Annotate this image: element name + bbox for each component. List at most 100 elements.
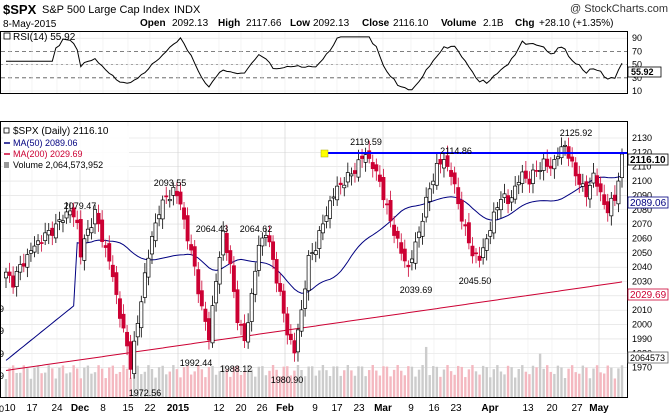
- volume-bar: [275, 369, 278, 397]
- volume-bar: [602, 373, 606, 397]
- candle-body: [78, 219, 83, 258]
- candle-body: [466, 222, 471, 244]
- volume-bar: [353, 375, 357, 397]
- volume-bar: [200, 369, 204, 397]
- volume-bar: [382, 366, 385, 397]
- candle-body: [598, 183, 603, 193]
- volume-bar: [8, 368, 11, 397]
- candle-body: [463, 224, 468, 227]
- chart-date: 8-May-2015: [3, 19, 57, 30]
- x-tick-label: 17: [331, 403, 343, 414]
- candle-body: [53, 223, 58, 239]
- candle-body: [174, 190, 179, 197]
- candle-body: [14, 271, 19, 287]
- candle-body: [385, 203, 389, 206]
- candle-body: [103, 245, 108, 248]
- candle-body: [491, 211, 496, 234]
- price-annotation: 2114.86: [440, 146, 472, 156]
- volume-bar: [531, 365, 535, 397]
- candle-body: [548, 165, 553, 169]
- rsi-line: [6, 36, 623, 91]
- volume-bar: [375, 370, 378, 397]
- volume-bar: [254, 376, 257, 397]
- price-annotation: 1972.56: [129, 388, 162, 398]
- volume-bar: [396, 365, 399, 397]
- volume-bar: [410, 366, 414, 397]
- high-label: High: [218, 18, 240, 29]
- volume-bars: [4, 346, 624, 397]
- volume-bar: [492, 369, 496, 397]
- candle-body: [224, 233, 229, 254]
- candle-body: [605, 201, 610, 214]
- volume-bar: [29, 378, 33, 397]
- volume-bar: [204, 377, 207, 397]
- candle-body: [253, 270, 258, 295]
- volume-bar: [214, 374, 218, 397]
- volume-bar: [414, 376, 417, 397]
- volume-bar: [150, 368, 154, 397]
- candle-body: [267, 235, 272, 243]
- candle-body: [160, 199, 165, 220]
- volume-bar: [179, 377, 182, 397]
- candle-body: [527, 178, 532, 185]
- volume-bar: [578, 373, 581, 397]
- candle-body: [96, 212, 101, 225]
- volume-bar: [93, 372, 97, 397]
- candle-body: [71, 207, 76, 218]
- rsi-current-value: 55.92: [631, 67, 654, 77]
- candle-body: [506, 195, 511, 205]
- price-annotation: 1992.44: [180, 358, 213, 368]
- volume-bar: [314, 375, 317, 397]
- candle-body: [256, 244, 261, 271]
- candle-body: [534, 170, 539, 172]
- candle-body: [452, 172, 457, 185]
- price-legend: $SPX (Daily) 2116.10 MA(50) 2089.06 MA(2…: [3, 126, 129, 170]
- x-axis: 10 17 24 Dec 8 15 22 2015 12 20 26 Feb 9 17 23 Mar 9 16 23…: [4, 403, 609, 414]
- ma50-tag: 2089.06: [627, 196, 669, 209]
- x-tick-label: Dec: [71, 403, 90, 414]
- rsi-current-tag: [627, 66, 662, 78]
- volume-bar: [460, 366, 463, 397]
- candle-body: [356, 159, 361, 178]
- volume-bar: [261, 366, 264, 397]
- candle-body: [11, 275, 16, 288]
- volume-bar: [211, 365, 214, 397]
- volume-bar: [318, 370, 321, 397]
- candle-body: [239, 323, 243, 326]
- volume-bar: [417, 369, 421, 397]
- candle-body: [199, 290, 204, 307]
- volume-bar: [36, 365, 40, 397]
- rsi-axis: 90 70 50 30 10: [632, 33, 642, 96]
- candle-body: [616, 180, 621, 205]
- ma200-line: [5, 281, 623, 371]
- volume-bar: [72, 365, 75, 397]
- candle-body: [271, 241, 276, 260]
- volume-bar: [510, 367, 513, 397]
- candle-body: [150, 236, 154, 255]
- volume-bar: [513, 377, 517, 397]
- volume-bar: [592, 368, 595, 397]
- volume-bar: [79, 378, 82, 397]
- candle-body: [146, 257, 151, 278]
- volume-bar: [442, 369, 446, 397]
- candle-body: [4, 271, 8, 279]
- x-tick-label: 27: [571, 403, 583, 414]
- x-tick-label: 13: [522, 403, 534, 414]
- x-tick-label: 15: [122, 403, 134, 414]
- candle-body: [299, 309, 304, 332]
- candle-body: [217, 257, 222, 285]
- price-tick-label: 2040: [632, 262, 652, 272]
- volume-bar: [154, 377, 157, 397]
- price-tick-label: 2120: [632, 147, 652, 157]
- ma50-legend: MA(50) 2089.06: [13, 138, 78, 148]
- volume-bar: [229, 376, 232, 397]
- volume-bar: [503, 374, 506, 397]
- candle-body: [328, 200, 332, 219]
- volume-bar: [61, 365, 65, 397]
- candle-body: [153, 222, 158, 242]
- candle-body: [39, 242, 44, 244]
- x-tick-label: Feb: [276, 403, 294, 414]
- price-tick-label: 2130: [632, 133, 652, 143]
- rsi-legend-box: RSI(14) 55.92: [3, 32, 76, 43]
- candle-body: [363, 154, 368, 163]
